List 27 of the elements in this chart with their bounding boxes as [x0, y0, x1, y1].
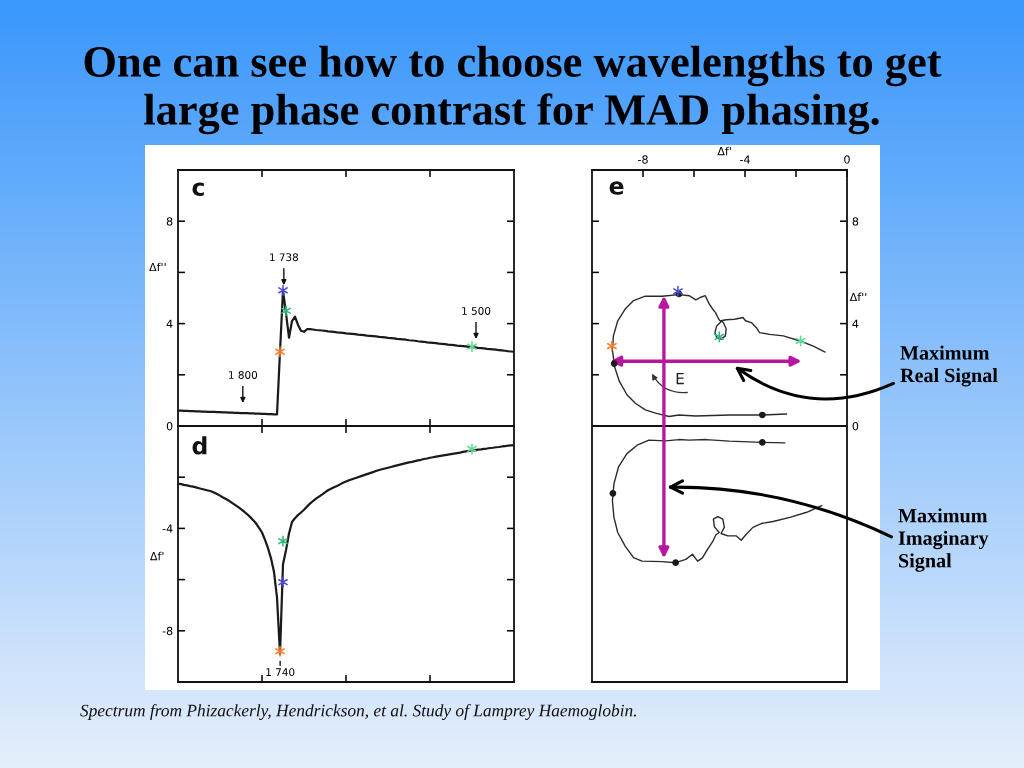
text: Maximum Imaginary Signal: [898, 508, 989, 572]
y-tick-label: 4: [852, 319, 859, 328]
annotation: e: [609, 181, 624, 195]
y-tick-label: 0: [852, 421, 859, 431]
y-tick-label: 8: [166, 217, 173, 226]
y-axis-title: Δf': [149, 551, 164, 561]
annotation: c: [192, 182, 204, 197]
y-axis-title: Δf'': [849, 292, 867, 302]
y-tick-label: 4: [166, 319, 173, 328]
x-tick-label: -4: [740, 155, 750, 164]
x-tick-label: -8: [638, 155, 648, 164]
annotation: 1 800: [229, 371, 258, 379]
annotation: d: [192, 436, 207, 455]
annotation: 1 740: [266, 668, 295, 677]
y-tick-label: -8: [162, 626, 173, 636]
y-axis-title: Δf'': [149, 262, 166, 272]
y-tick-label: 0: [166, 421, 173, 431]
text: Maximum Real Signal: [900, 345, 998, 387]
annotation: 1 738: [270, 253, 299, 262]
text: Spectrum from Phizackerly, Hendrickson, et al. Study of Lamprey Haemoglobin.: [80, 704, 636, 720]
y-tick-label: 8: [852, 217, 859, 226]
annotation: E: [676, 373, 684, 385]
chart-title: One can see how to choose wavelengths to get large phase contrast for MAD phasing.: [84, 45, 942, 135]
x-tick-label: 0: [844, 155, 850, 164]
y-tick-label: -4: [162, 524, 173, 533]
annotation: 1 500: [462, 307, 491, 315]
x-axis-title: Δf': [717, 146, 731, 156]
